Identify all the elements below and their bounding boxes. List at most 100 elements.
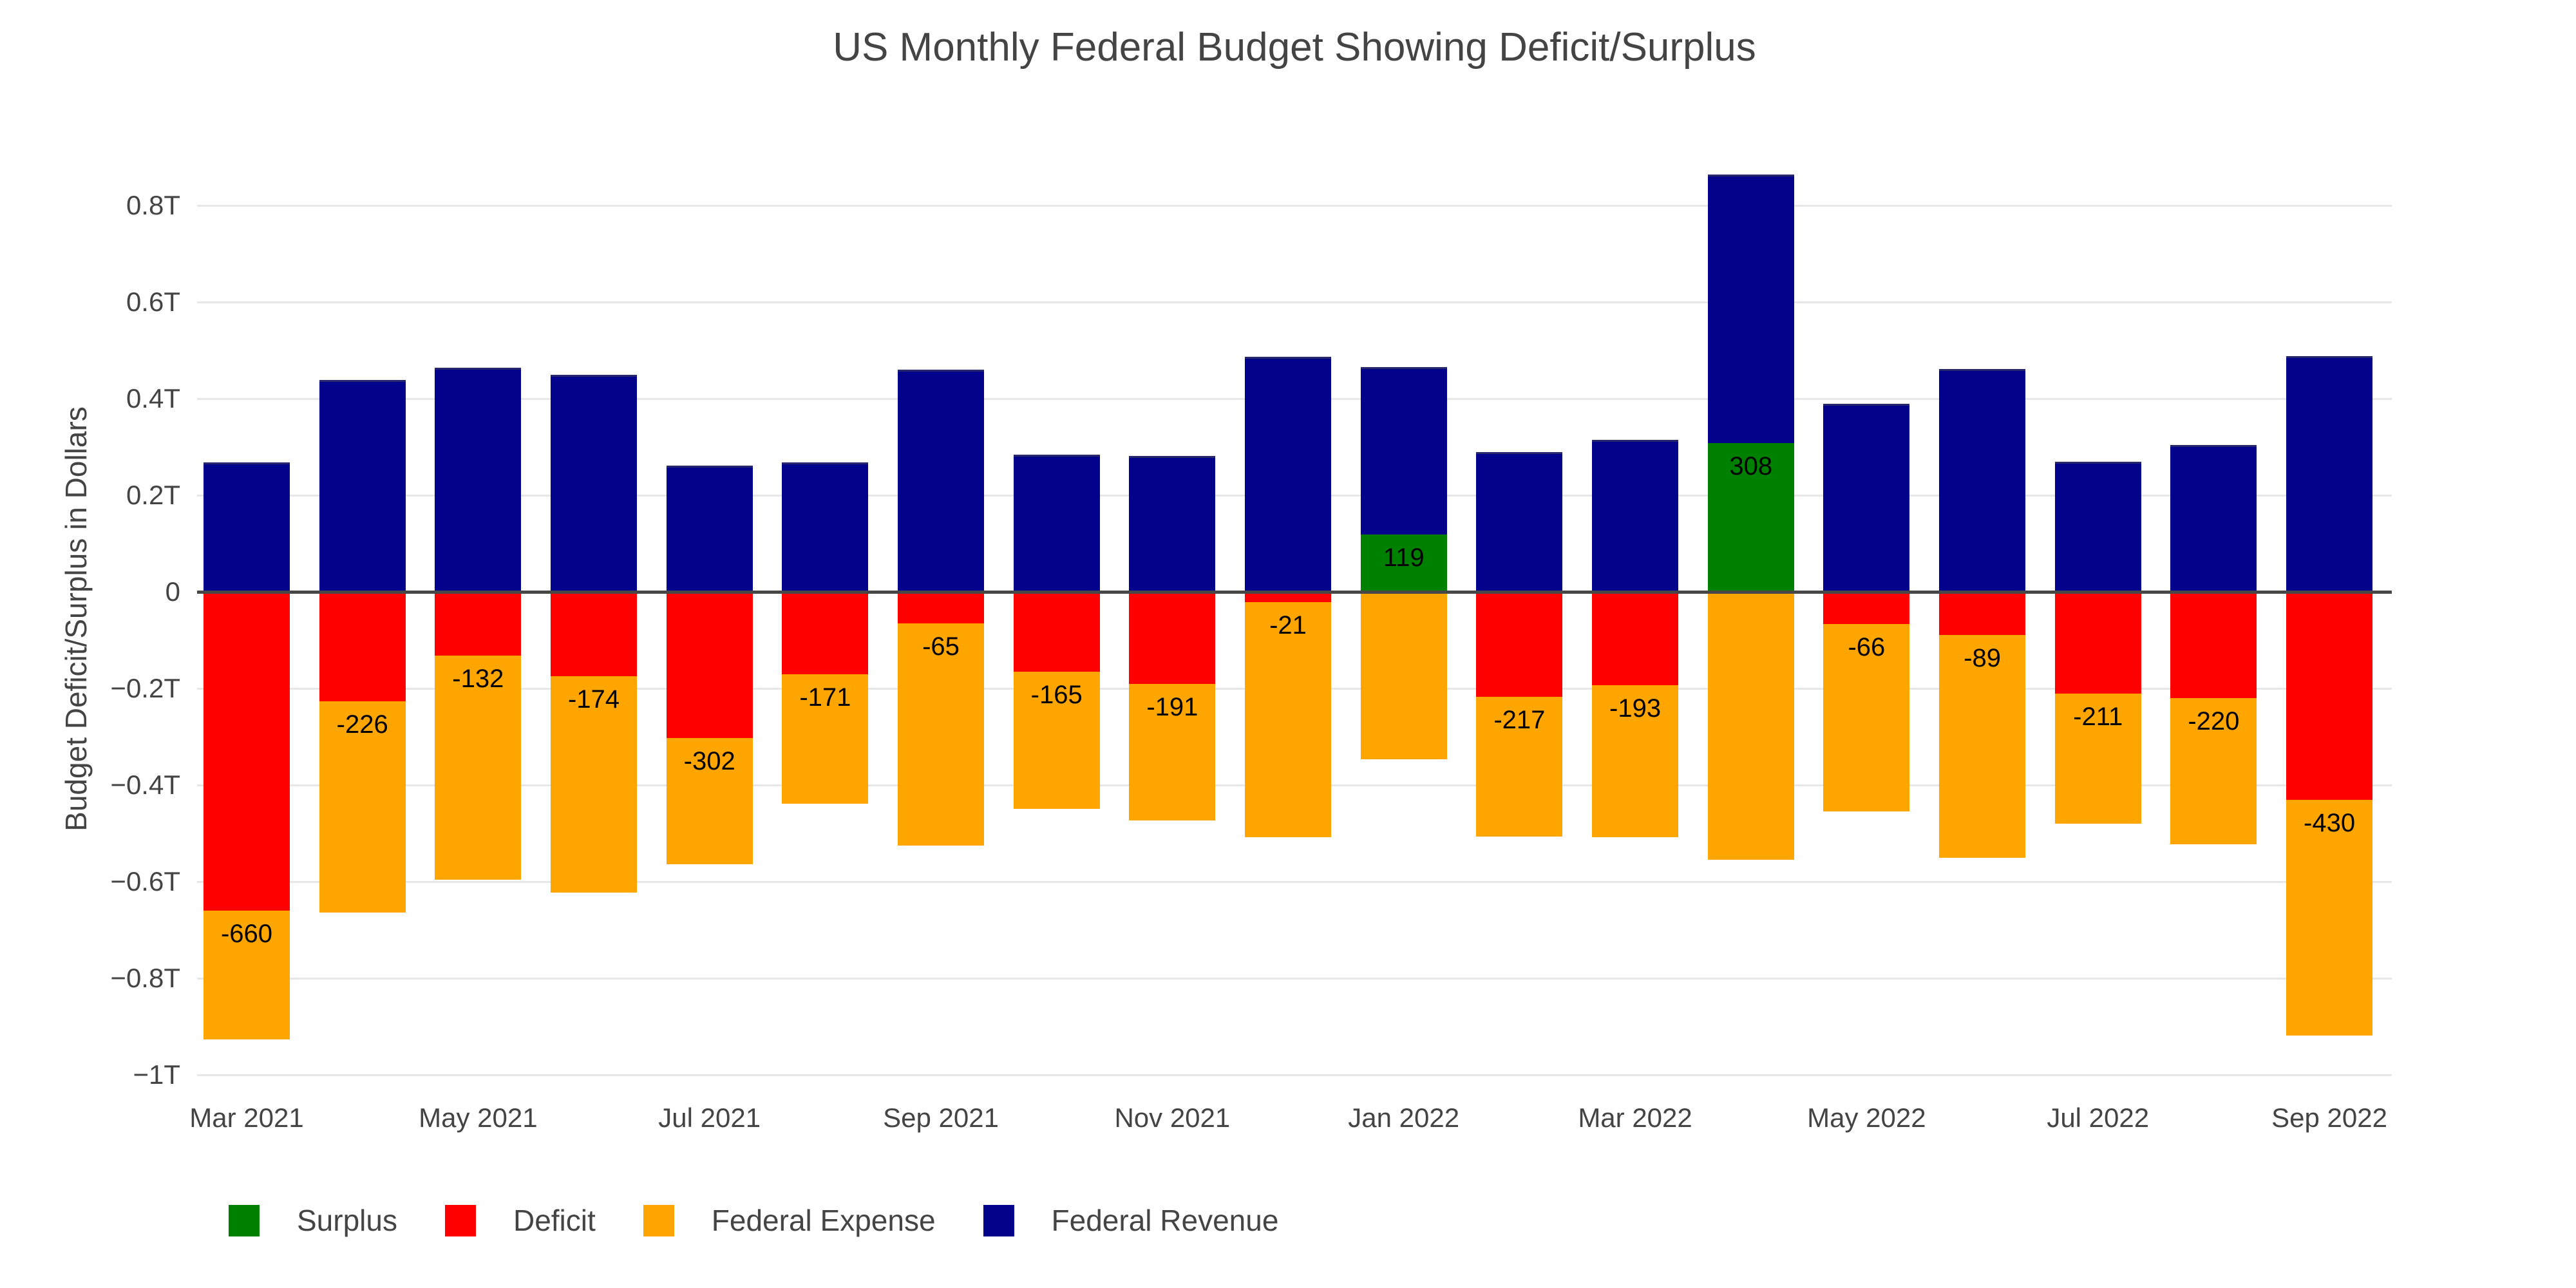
expense-bar-segment[interactable] xyxy=(1129,684,1216,820)
revenue-bar-segment[interactable] xyxy=(551,375,637,594)
revenue-bar-segment[interactable] xyxy=(1129,456,1216,594)
x-tick-label: Sep 2021 xyxy=(883,1103,999,1133)
chart-title: US Monthly Federal Budget Showing Defici… xyxy=(833,25,1756,70)
deficit-bar-segment[interactable] xyxy=(2286,592,2373,800)
net-value-label: -302 xyxy=(683,746,735,775)
legend: Surplus Deficit Federal Expense Federal Rev… xyxy=(229,1203,1278,1238)
x-tick-label: May 2021 xyxy=(419,1103,538,1133)
net-value-label: -191 xyxy=(1146,693,1198,722)
revenue-bar-segment[interactable] xyxy=(319,379,406,594)
revenue-bar-segment[interactable] xyxy=(1360,367,1447,536)
expense-swatch-icon xyxy=(643,1204,674,1236)
expense-bar-segment[interactable] xyxy=(2170,698,2257,845)
revenue-bar-segment[interactable] xyxy=(2054,462,2141,594)
y-tick-label: 0.8T xyxy=(126,190,180,220)
deficit-bar-segment[interactable] xyxy=(551,592,637,676)
net-value-label: -132 xyxy=(452,665,504,693)
expense-bar-segment[interactable] xyxy=(666,737,753,864)
gridline xyxy=(197,978,2392,980)
revenue-bar-segment[interactable] xyxy=(1592,439,1679,594)
revenue-bar-segment[interactable] xyxy=(2170,445,2257,594)
x-tick-label: Jul 2021 xyxy=(658,1103,761,1133)
surplus-bar-segment[interactable] xyxy=(1360,534,1447,592)
deficit-bar-segment[interactable] xyxy=(1939,592,2026,635)
expense-bar-segment[interactable] xyxy=(319,701,406,913)
expense-bar-segment[interactable] xyxy=(1360,592,1447,759)
y-tick-label: −0.8T xyxy=(110,963,180,993)
deficit-bar-segment[interactable] xyxy=(435,592,522,656)
expense-bar-segment[interactable] xyxy=(782,674,869,804)
net-value-label: -89 xyxy=(1964,643,2001,672)
revenue-bar-segment[interactable] xyxy=(666,465,753,594)
net-value-label: -65 xyxy=(922,632,960,661)
expense-bar-segment[interactable] xyxy=(898,623,985,846)
expense-bar-segment[interactable] xyxy=(204,911,290,1040)
net-value-label: 119 xyxy=(1383,543,1425,572)
expense-bar-segment[interactable] xyxy=(2286,799,2373,1036)
x-tick-label: Mar 2022 xyxy=(1578,1103,1692,1133)
deficit-bar-segment[interactable] xyxy=(1245,592,1332,602)
legend-item-surplus[interactable]: Surplus xyxy=(229,1203,397,1238)
x-tick-label: Nov 2021 xyxy=(1114,1103,1231,1133)
legend-item-deficit[interactable]: Deficit xyxy=(444,1203,596,1238)
zero-line xyxy=(197,591,2392,594)
expense-bar-segment[interactable] xyxy=(1707,592,1794,860)
surplus-bar-segment[interactable] xyxy=(1707,443,1794,592)
legend-item-federal-expense[interactable]: Federal Expense xyxy=(643,1203,936,1238)
expense-bar-segment[interactable] xyxy=(1476,696,1563,837)
deficit-bar-segment[interactable] xyxy=(1013,592,1100,672)
legend-item-federal-revenue[interactable]: Federal Revenue xyxy=(983,1203,1279,1238)
revenue-bar-segment[interactable] xyxy=(2286,356,2373,594)
net-value-label: -66 xyxy=(1848,632,1886,661)
legend-label: Deficit xyxy=(513,1204,596,1237)
y-tick-label: −1T xyxy=(133,1059,180,1090)
x-tick-label: Jul 2022 xyxy=(2047,1103,2150,1133)
revenue-bar-segment[interactable] xyxy=(1013,455,1100,594)
y-tick-label: 0 xyxy=(165,576,180,607)
y-tick-label: 0.6T xyxy=(126,287,180,317)
expense-bar-segment[interactable] xyxy=(1013,671,1100,809)
y-tick-label: 0.4T xyxy=(126,383,180,413)
deficit-swatch-icon xyxy=(444,1204,476,1236)
net-value-label: -430 xyxy=(2304,808,2356,837)
deficit-bar-segment[interactable] xyxy=(666,592,753,738)
expense-bar-segment[interactable] xyxy=(551,676,637,893)
legend-label: Federal Expense xyxy=(711,1204,936,1237)
revenue-bar-segment[interactable] xyxy=(1707,175,1794,445)
legend-label: Surplus xyxy=(297,1204,397,1237)
deficit-bar-segment[interactable] xyxy=(319,592,406,701)
net-value-label: -211 xyxy=(2073,703,2123,732)
revenue-bar-segment[interactable] xyxy=(1939,369,2026,594)
revenue-bar-segment[interactable] xyxy=(204,462,290,594)
expense-bar-segment[interactable] xyxy=(1245,601,1332,837)
revenue-bar-segment[interactable] xyxy=(1245,356,1332,594)
legend-label: Federal Revenue xyxy=(1051,1204,1279,1237)
net-value-label: -174 xyxy=(567,685,620,714)
expense-bar-segment[interactable] xyxy=(1592,685,1679,837)
expense-bar-segment[interactable] xyxy=(1823,623,1910,812)
expense-bar-segment[interactable] xyxy=(2054,694,2141,824)
revenue-swatch-icon xyxy=(983,1204,1014,1236)
deficit-bar-segment[interactable] xyxy=(2054,592,2141,694)
deficit-bar-segment[interactable] xyxy=(2170,592,2257,698)
expense-bar-segment[interactable] xyxy=(435,656,522,880)
revenue-bar-segment[interactable] xyxy=(898,370,985,594)
revenue-bar-segment[interactable] xyxy=(1823,404,1910,594)
deficit-bar-segment[interactable] xyxy=(782,592,869,675)
revenue-bar-segment[interactable] xyxy=(782,462,869,594)
revenue-bar-segment[interactable] xyxy=(1476,451,1563,594)
net-value-label: -217 xyxy=(1493,705,1546,734)
deficit-bar-segment[interactable] xyxy=(898,592,985,623)
deficit-bar-segment[interactable] xyxy=(1592,592,1679,685)
deficit-bar-segment[interactable] xyxy=(1476,592,1563,697)
x-tick-label: Mar 2021 xyxy=(189,1103,304,1133)
expense-bar-segment[interactable] xyxy=(1939,634,2026,858)
gridline xyxy=(197,881,2392,883)
deficit-bar-segment[interactable] xyxy=(204,592,290,911)
revenue-bar-segment[interactable] xyxy=(435,368,522,594)
y-tick-label: −0.4T xyxy=(110,770,180,800)
deficit-bar-segment[interactable] xyxy=(1823,592,1910,624)
net-value-label: -165 xyxy=(1030,680,1083,709)
deficit-bar-segment[interactable] xyxy=(1129,592,1216,685)
